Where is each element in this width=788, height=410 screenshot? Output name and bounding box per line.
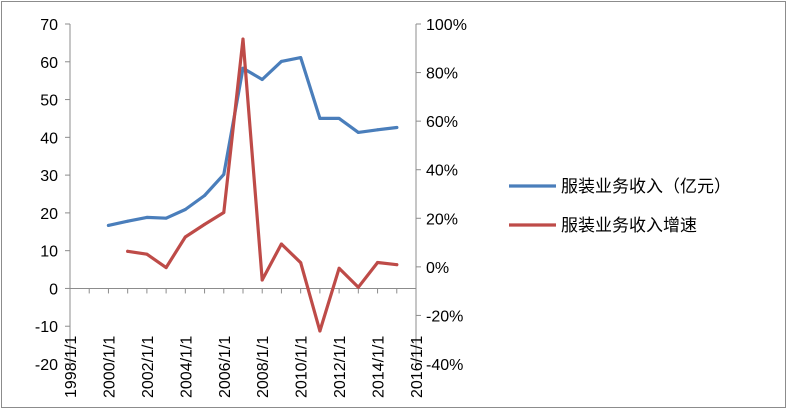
right-y-tick-label: 80%: [426, 66, 458, 83]
left-y-tick-label: 40: [40, 130, 58, 147]
x-tick-label: 2006/1/1: [217, 336, 234, 398]
series-1-point: [299, 56, 303, 60]
series-2-point: [260, 278, 264, 282]
series-2-point: [299, 261, 303, 265]
x-axis-ticks: 1998/1/1 2000/1/1 2002/1/1 2004/1/1 2006/1/1…: [63, 288, 426, 398]
left-y-tick-label: 20: [40, 206, 58, 223]
series-2-point: [222, 210, 226, 214]
right-y-tick-label: 100%: [426, 17, 467, 34]
series-2-point: [203, 222, 207, 226]
left-y-tick-label: 50: [40, 93, 58, 110]
right-y-tick-label: 60%: [426, 114, 458, 131]
legend-label-1: 服装业务收入（亿元）: [561, 177, 731, 197]
x-tick-label: 2008/1/1: [255, 336, 272, 398]
series-1-point: [376, 128, 380, 132]
legend-label-2: 服装业务收入增速: [561, 216, 697, 236]
series-1-point: [395, 126, 399, 130]
left-y-tick-label: 60: [40, 55, 58, 72]
x-tick-label: 2010/1/1: [294, 336, 311, 398]
right-y-tick-label: -20%: [426, 308, 463, 325]
series-1-point: [164, 216, 168, 220]
series-1-point: [203, 194, 207, 198]
series-line-1: [106, 55, 399, 227]
series-2-point: [145, 252, 149, 256]
left-y-tick-label: 70: [40, 17, 58, 34]
right-y-tick-label: 0%: [426, 260, 449, 277]
right-y-tick-label: 40%: [426, 163, 458, 180]
left-y-tick-label: -20: [35, 357, 58, 374]
series-2-point: [318, 329, 322, 333]
right-y-tick-label: 20%: [426, 211, 458, 228]
right-y-tick-label: -40%: [426, 357, 463, 374]
x-tick-label: 2004/1/1: [178, 336, 195, 398]
series-2-point: [337, 266, 341, 270]
left-y-tick-label: 30: [40, 168, 58, 185]
series-1-point: [318, 116, 322, 120]
series-1-point: [183, 207, 187, 211]
legend: 服装业务收入（亿元） 服装业务收入增速: [509, 177, 731, 236]
series-1-point: [337, 116, 341, 120]
series-2-point: [356, 285, 360, 289]
series-1-point: [279, 59, 283, 63]
series-2-point: [376, 260, 380, 264]
x-tick-label: 2014/1/1: [371, 336, 388, 398]
x-tick-label: 1998/1/1: [63, 336, 80, 398]
x-tick-label: 2016/1/1: [409, 336, 426, 398]
x-tick-label: 2000/1/1: [101, 336, 118, 398]
left-y-axis-ticks: -20 -10 0 10 20 30 40 50 60 70: [35, 17, 70, 374]
series-2-point: [126, 249, 130, 253]
series-lines: [106, 37, 399, 333]
series-1-point: [222, 172, 226, 176]
series-1-point: [126, 219, 130, 223]
x-tick-label: 2012/1/1: [332, 336, 349, 398]
series-2-point: [183, 235, 187, 239]
series-1-point: [145, 215, 149, 219]
series-2-point: [395, 263, 399, 267]
x-tick-label: 2002/1/1: [140, 336, 157, 398]
right-y-axis-ticks: -40% -20% 0% 20% 40% 60% 80% 100%: [416, 17, 467, 374]
series-1-point: [106, 223, 110, 227]
left-y-tick-label: 10: [40, 244, 58, 261]
left-y-tick-label: 0: [49, 281, 58, 298]
left-y-tick-label: -10: [35, 319, 58, 336]
series-2-point: [241, 37, 245, 41]
series-2-point: [279, 242, 283, 246]
series-2-point: [164, 266, 168, 270]
series-line-2: [126, 37, 399, 333]
series-1-point: [260, 78, 264, 82]
series-1-point: [356, 130, 360, 134]
